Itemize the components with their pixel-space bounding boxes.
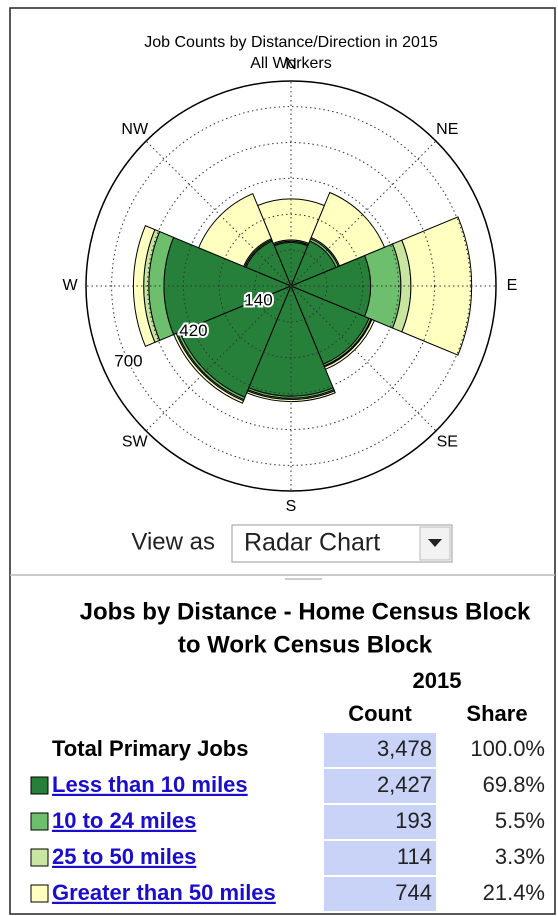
direction-label: SE	[437, 433, 458, 450]
r-tick-label: 700	[114, 351, 142, 370]
row-link[interactable]: Less than 10 miles	[52, 772, 248, 797]
select-arrow[interactable]	[428, 539, 442, 547]
row-link[interactable]: 25 to 50 miles	[52, 844, 196, 869]
direction-label: N	[285, 56, 297, 73]
r-tick-label: 420	[179, 321, 207, 340]
direction-label: S	[286, 498, 297, 515]
year-header: 2015	[413, 668, 462, 693]
count: 2,427	[377, 772, 432, 797]
column-header: Share	[466, 701, 527, 726]
count: 193	[395, 808, 432, 833]
share: 3.3%	[495, 844, 545, 869]
legend-swatch	[30, 848, 49, 867]
grid-circle	[111, 106, 471, 466]
share: 21.4%	[483, 880, 545, 905]
row-link[interactable]: 10 to 24 miles	[52, 808, 196, 833]
count-cell	[324, 841, 436, 875]
table-title-1: Jobs by Distance - Home Census Block	[80, 598, 531, 625]
legend-swatch	[30, 812, 49, 831]
table-title-2: to Work Census Block	[178, 631, 433, 658]
wedge	[246, 390, 336, 402]
count: 744	[395, 880, 432, 905]
wedge	[401, 216, 473, 356]
count-cell	[324, 877, 436, 911]
row-label: Total Primary Jobs	[52, 736, 248, 761]
column-header: Count	[348, 701, 412, 726]
view-as-label: View as	[131, 528, 215, 555]
share: 5.5%	[495, 808, 545, 833]
share: 100.0%	[470, 736, 545, 761]
legend-swatch	[30, 884, 49, 903]
chart-subtitle: All Workers	[250, 55, 332, 72]
share: 69.8%	[483, 772, 545, 797]
grid-circle	[182, 177, 400, 395]
grid-circle	[254, 249, 328, 323]
count: 3,478	[377, 736, 432, 761]
wedge	[132, 225, 156, 347]
grid-circle	[147, 142, 435, 430]
count-cell	[324, 733, 436, 767]
view-select[interactable]	[231, 524, 453, 563]
direction-label: NE	[436, 121, 458, 138]
chart-title: Job Counts by Distance/Direction in 2015	[144, 34, 438, 51]
wedge	[323, 318, 375, 370]
view-select-value[interactable]: Radar Chart	[244, 529, 380, 557]
radar-chart: E NE N NW W SW S SE 140 420 700	[62, 56, 517, 515]
legend-swatch	[30, 776, 49, 795]
count: 114	[397, 844, 432, 869]
count-cell	[324, 769, 436, 803]
wedge	[173, 332, 245, 404]
direction-label: NW	[121, 121, 149, 138]
direction-label: SW	[122, 433, 149, 450]
direction-label: W	[62, 277, 78, 294]
grid-circle	[218, 213, 364, 359]
count-cell	[324, 805, 436, 839]
wedge	[198, 193, 273, 268]
row-link[interactable]: Greater than 50 miles	[52, 880, 276, 905]
r-tick-label: 140	[244, 291, 272, 310]
direction-label: E	[507, 277, 518, 294]
